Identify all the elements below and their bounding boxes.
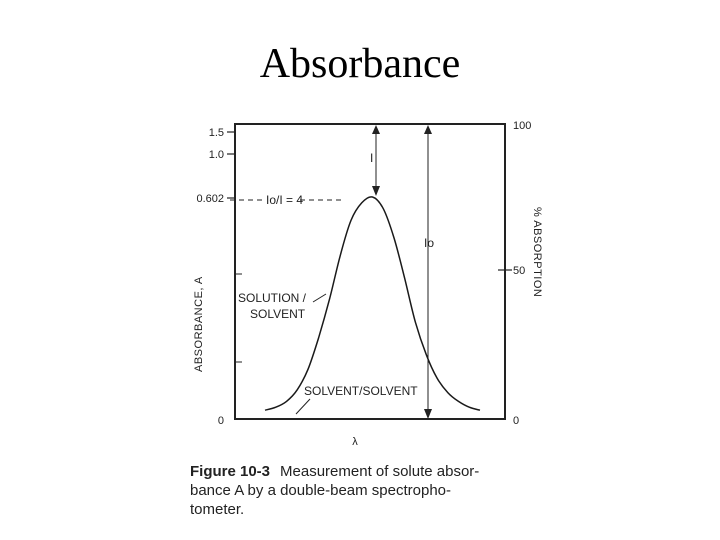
caption-text-1: Measurement of solute absor- bbox=[280, 463, 480, 480]
right-tick-0: 0 bbox=[513, 415, 519, 427]
io-arrow-head-bottom bbox=[424, 409, 432, 419]
solution-label-line2: SOLVENT bbox=[250, 307, 306, 321]
solution-pointer bbox=[312, 293, 327, 303]
left-tick-1-0: 1.0 bbox=[209, 149, 224, 161]
i-label: I bbox=[370, 151, 373, 165]
left-tick-0: 0 bbox=[218, 415, 224, 427]
x-axis-label: λ bbox=[352, 436, 358, 448]
caption-line-1: Figure 10-3 Measurement of solute absor- bbox=[190, 462, 590, 481]
right-tick-50: 50 bbox=[513, 265, 525, 277]
i-arrow-head-bottom bbox=[372, 186, 380, 196]
y-axis-label: ABSORBANCE, A bbox=[193, 276, 205, 372]
solution-label-line1: SOLUTION / bbox=[238, 291, 307, 305]
slide-title: Absorbance bbox=[259, 41, 461, 87]
solvent-pointer bbox=[295, 398, 311, 415]
right-tick-100: 100 bbox=[513, 120, 531, 132]
absorbance-chart: 1.5 1.0 0.602 0 100 50 0 ABSORBANCE, A %… bbox=[193, 120, 543, 448]
figure-caption: Figure 10-3 Measurement of solute absor- … bbox=[190, 462, 590, 519]
left-tick-1-5: 1.5 bbox=[209, 127, 224, 139]
plot-frame bbox=[234, 123, 506, 420]
absorbance-curve bbox=[264, 196, 481, 411]
io-arrow-head-top bbox=[424, 125, 432, 134]
i-arrow-head-top bbox=[372, 125, 380, 134]
caption-line-2: bance A by a double-beam spectropho- bbox=[190, 482, 452, 499]
io-over-i-annotation: Io/I = 4 bbox=[266, 193, 303, 207]
y-axis-label-right: % ABSORPTION bbox=[531, 207, 543, 297]
caption-line-3: tometer. bbox=[190, 501, 245, 518]
io-label: Io bbox=[424, 236, 434, 250]
figure-label: Figure 10-3 bbox=[190, 463, 271, 480]
left-tick-0-602: 0.602 bbox=[196, 193, 224, 205]
solvent-label: SOLVENT/SOLVENT bbox=[304, 384, 418, 398]
absorbance-figure: 1.5 1.0 0.602 0 100 50 0 ABSORBANCE, A %… bbox=[180, 112, 600, 457]
